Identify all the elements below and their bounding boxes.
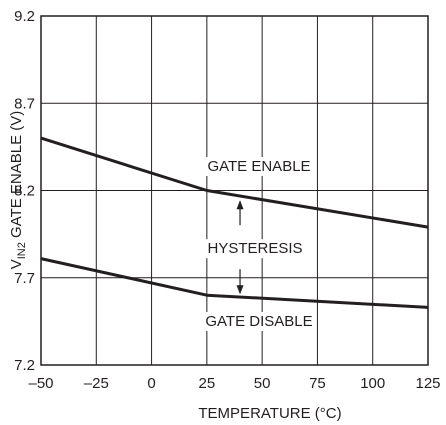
y-axis-title-rest: GATE ENABLE (V) [8,111,25,242]
y-axis-title-main: V [8,259,25,269]
grid [41,16,428,365]
gate-enable-label-bg [204,157,314,176]
tick-labels: –50 –25 0 25 50 75 100 125 7.2 7.7 8.2 8.7 9.2 [14,8,440,392]
series [40,136,429,309]
x-tick-label: –50 [28,375,53,392]
gate-enable-label: GATE ENABLE [207,158,310,175]
gate-disable-line [40,257,429,309]
gate-disable-label: GATE DISABLE [205,313,312,330]
x-tick-label: –25 [84,375,109,392]
axes [40,15,429,366]
hysteresis-arrows [236,200,244,295]
hysteresis-arrow-down-head [236,285,244,295]
y-tick-label: 8.7 [14,95,35,112]
x-tick-label: 75 [309,375,326,392]
x-tick-label: 50 [254,375,271,392]
plot-frame [40,15,429,366]
y-axis-title: VIN2 GATE ENABLE (V) [8,111,28,270]
y-tick-label: 7.7 [14,270,35,287]
x-axis-title: TEMPERATURE (°C) [198,405,341,422]
gate-disable-label-bg [202,312,316,331]
x-tick-label: 0 [147,375,155,392]
hysteresis-label: HYSTERESIS [207,240,302,257]
y-tick-label: 7.2 [14,357,35,374]
x-tick-label: 25 [199,375,216,392]
hysteresis-arrow-up-head [236,200,244,210]
gate-enable-line [40,136,429,229]
y-axis-title-sub: IN2 [16,242,28,259]
x-tick-label: 125 [415,375,440,392]
hysteresis-label-bg [204,239,306,259]
x-tick-label: 100 [360,375,385,392]
y-tick-label: 9.2 [14,8,35,25]
y-tick-label: 8.2 [14,183,35,200]
